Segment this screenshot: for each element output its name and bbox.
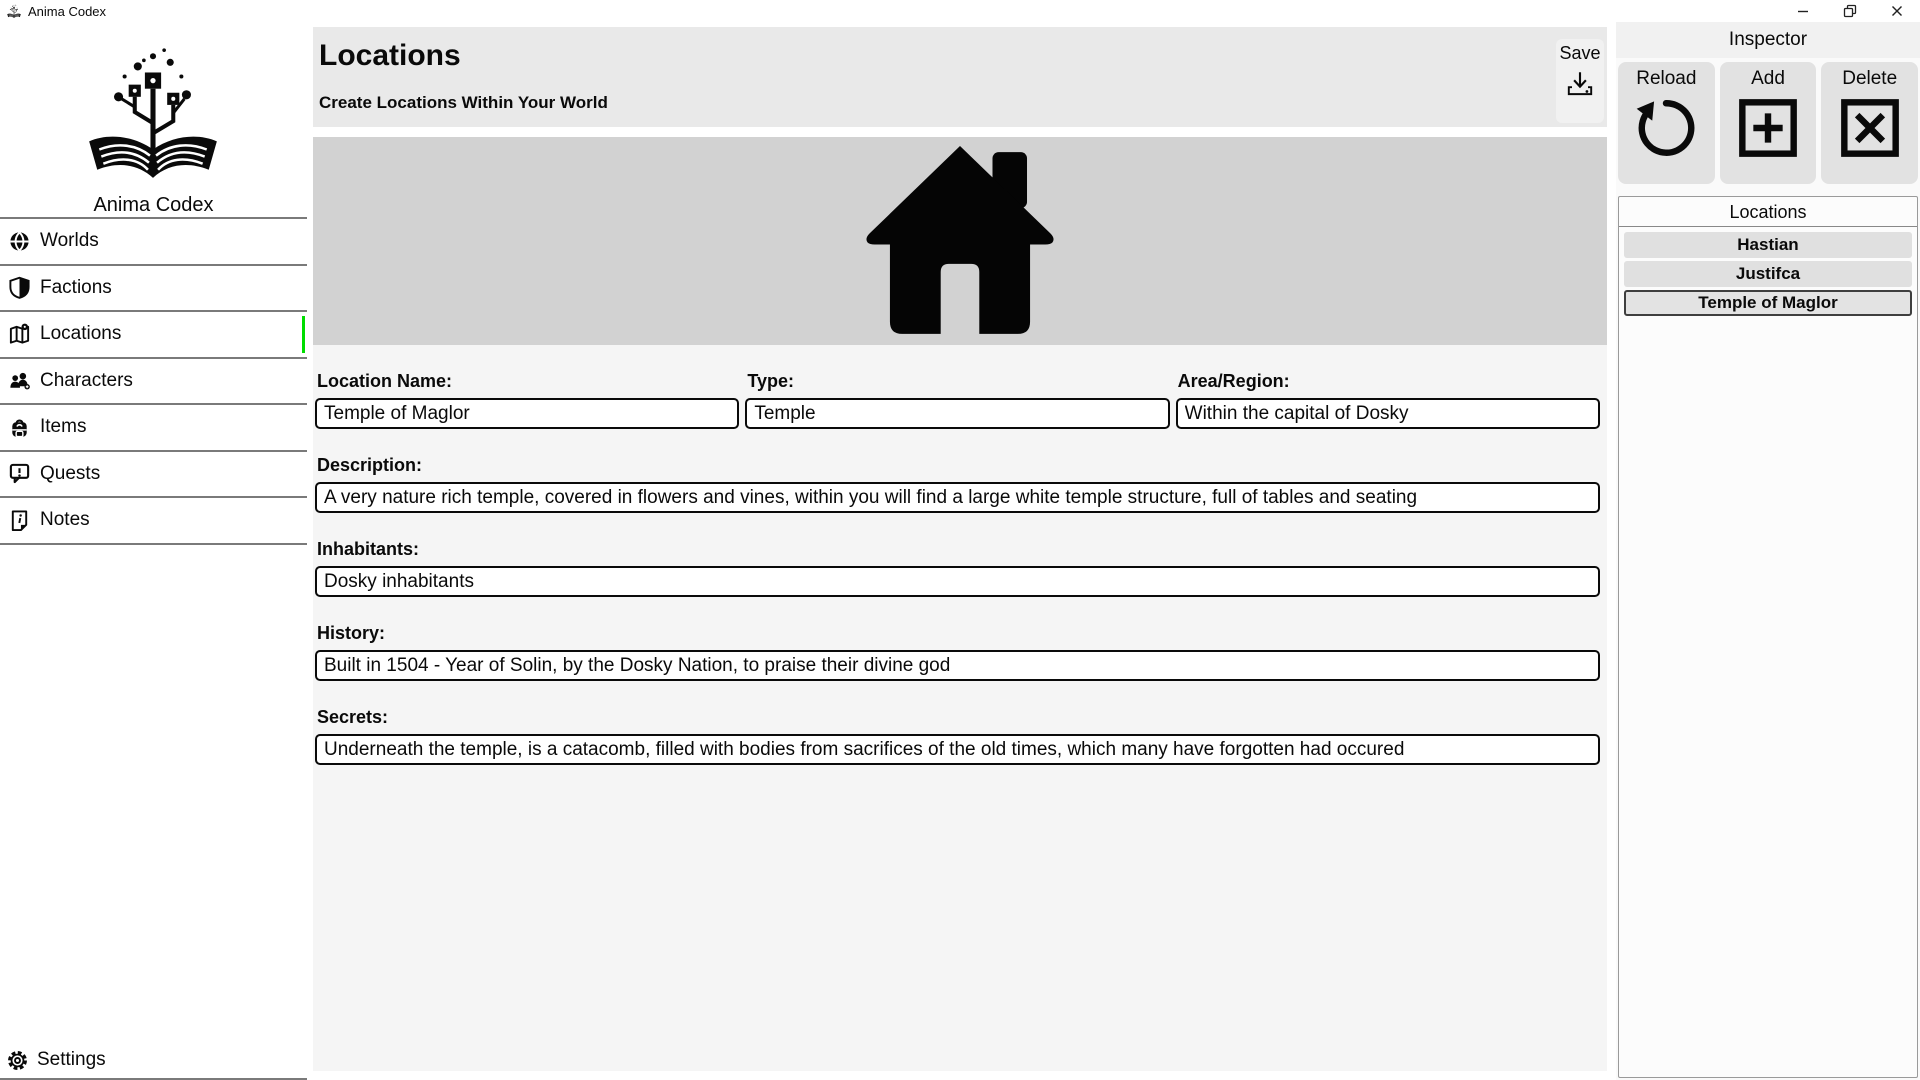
delete-icon	[1840, 99, 1899, 157]
sidebar-item-label: Worlds	[40, 230, 99, 252]
backpack-icon	[12, 419, 27, 438]
sidebar-item-worlds[interactable]: Worlds	[0, 219, 307, 266]
close-button[interactable]	[1873, 0, 1920, 22]
field-area-region: Area/Region:	[1175, 371, 1600, 429]
location-name-label: Location Name:	[317, 371, 453, 391]
location-name-input[interactable]	[315, 398, 740, 429]
sidebar-item-label: Quests	[40, 462, 101, 484]
reload-label: Reload	[1636, 68, 1697, 89]
location-form: Location Name: Type: Area/Region: Descri…	[313, 345, 1607, 1071]
location-list-item[interactable]: Hastian	[1624, 232, 1912, 258]
locations-list-panel: Locations Hastian Justifca Temple of Mag…	[1618, 196, 1918, 1078]
title-bar: Anima Codex	[0, 0, 1920, 22]
globe-icon	[10, 231, 29, 252]
history-label: History:	[317, 623, 386, 643]
secrets-label: Secrets:	[317, 707, 389, 727]
type-input[interactable]	[745, 398, 1170, 429]
sidebar-item-label: Locations	[40, 323, 122, 345]
minimize-button[interactable]	[1779, 0, 1826, 22]
window-title: Anima Codex	[28, 4, 107, 19]
app-logo-icon	[7, 4, 21, 19]
field-description: Description:	[315, 455, 1600, 513]
field-inhabitants: Inhabitants:	[315, 539, 1600, 597]
delete-label: Delete	[1842, 68, 1898, 89]
sidebar-item-label: Factions	[40, 276, 112, 298]
sidebar-item-locations[interactable]: Locations	[0, 312, 307, 359]
inspector-buttons: Reload Add Delete	[1618, 62, 1919, 184]
people-icon	[10, 373, 30, 390]
add-icon	[1739, 99, 1797, 157]
secrets-input[interactable]	[315, 734, 1600, 765]
restore-button[interactable]	[1826, 0, 1873, 22]
sidebar-item-factions[interactable]: Factions	[0, 265, 307, 312]
sidebar-item-settings[interactable]: Settings	[0, 1042, 307, 1080]
field-secrets: Secrets:	[315, 707, 1600, 765]
inhabitants-label: Inhabitants:	[317, 539, 419, 559]
restore-icon	[1843, 4, 1856, 18]
inhabitants-input[interactable]	[315, 566, 1600, 597]
reload-icon	[1636, 100, 1695, 156]
app-logo	[77, 34, 229, 190]
description-label: Description:	[317, 455, 423, 475]
delete-button[interactable]: Delete	[1821, 62, 1919, 184]
sidebar-item-items[interactable]: Items	[0, 405, 307, 452]
sidebar-item-label: Items	[40, 416, 87, 438]
sidebar-item-notes[interactable]: Notes	[0, 498, 307, 545]
inspector-title: Inspector	[1616, 22, 1920, 58]
locations-list-title: Locations	[1619, 197, 1917, 227]
sidebar-nav: Worlds Factions Locations	[0, 217, 307, 545]
minimize-icon	[1797, 10, 1808, 13]
description-input[interactable]	[315, 482, 1600, 513]
shield-icon	[9, 276, 30, 300]
page-header: Locations Create Locations Within Your W…	[313, 27, 1607, 127]
active-accent	[302, 316, 305, 353]
sidebar-item-label: Notes	[40, 509, 90, 531]
field-location-name: Location Name:	[315, 371, 740, 429]
close-icon	[1891, 6, 1902, 16]
locations-list: Hastian Justifca Temple of Maglor	[1619, 227, 1917, 321]
download-icon	[1567, 72, 1593, 96]
note-page-icon	[11, 510, 28, 531]
history-input[interactable]	[315, 650, 1600, 681]
sidebar-item-characters[interactable]: Characters	[0, 358, 307, 405]
page-subtitle: Create Locations Within Your World	[319, 93, 608, 112]
map-pin-icon	[9, 323, 30, 344]
add-button[interactable]: Add	[1719, 62, 1817, 184]
reload-button[interactable]: Reload	[1618, 62, 1715, 184]
location-list-item[interactable]: Justifca	[1624, 261, 1912, 287]
gear-icon	[8, 1050, 27, 1070]
area-region-label: Area/Region:	[1177, 371, 1290, 391]
sidebar-item-quests[interactable]: Quests	[0, 451, 307, 498]
home-icon	[866, 146, 1054, 334]
field-history: History:	[315, 623, 1600, 681]
area-region-input[interactable]	[1175, 398, 1600, 429]
add-label: Add	[1751, 68, 1785, 89]
save-button[interactable]: Save	[1556, 39, 1604, 123]
location-image-banner	[313, 137, 1607, 345]
save-label: Save	[1559, 43, 1601, 63]
field-type: Type:	[745, 371, 1170, 429]
type-label: Type:	[747, 371, 794, 391]
form-row-primary: Location Name: Type: Area/Region:	[315, 371, 1600, 429]
sidebar-item-label: Characters	[40, 369, 133, 391]
inspector-panel: Inspector Reload Add Delete Locations	[1616, 22, 1920, 1080]
page-title: Locations	[319, 39, 461, 72]
location-list-item[interactable]: Temple of Maglor	[1624, 290, 1912, 316]
window-controls	[1779, 0, 1920, 22]
app-name: Anima Codex	[93, 194, 214, 216]
sidebar: Anima Codex Worlds Factions	[0, 22, 307, 1080]
quest-bubble-icon	[9, 464, 30, 484]
main-content: Locations Create Locations Within Your W…	[313, 22, 1607, 1080]
settings-label: Settings	[37, 1049, 106, 1070]
